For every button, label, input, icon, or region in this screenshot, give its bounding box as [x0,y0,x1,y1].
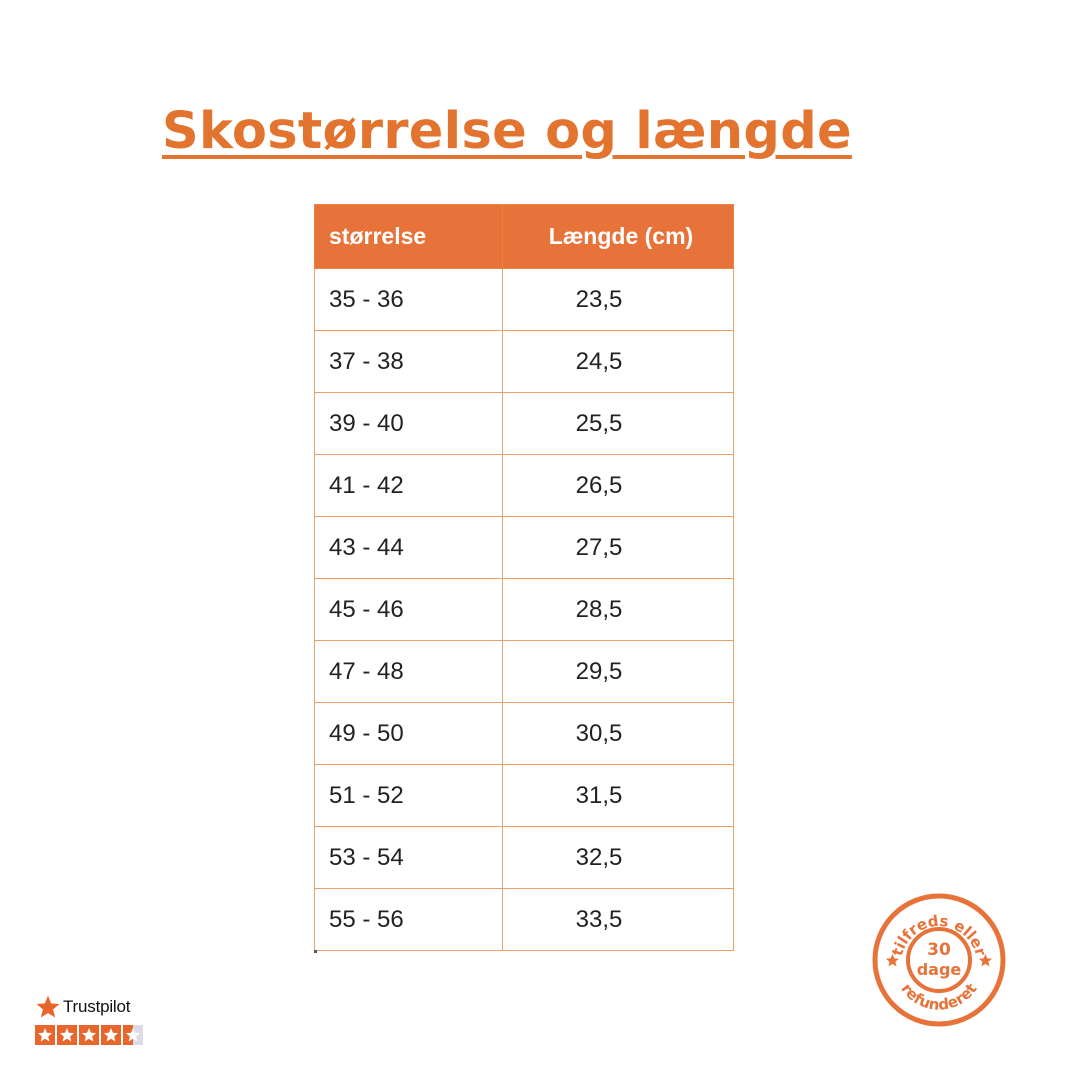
cell-size: 51 - 52 [314,764,503,827]
badge-number: 30 [927,940,951,960]
header-length: Længde (cm) [502,204,734,269]
page-title: Skostørrelse og længde [162,102,852,161]
cell-length: 26,5 [502,454,734,517]
cell-length: 29,5 [502,640,734,703]
badge-unit: dage [917,960,962,979]
stray-mark [314,950,317,953]
cell-length: 32,5 [502,826,734,889]
table-row: 47 - 48 29,5 [314,640,734,703]
cell-length: 30,5 [502,702,734,765]
rating-star-box [35,1025,55,1045]
rating-star-box [101,1025,121,1045]
cell-size: 45 - 46 [314,578,503,641]
star-icon [81,1028,97,1042]
guarantee-badge: tilfreds eller refunderet 30 dage [871,892,1007,1028]
star-icon [37,1028,53,1042]
size-length-table: størrelse Længde (cm) 35 - 36 23,5 37 - 38… [314,204,734,951]
star-icon [978,953,993,967]
badge-bottom-text: refunderet [897,980,980,1014]
table-row: 53 - 54 32,5 [314,826,734,889]
cell-size: 39 - 40 [314,392,503,455]
star-icon [125,1028,141,1042]
cell-size: 41 - 42 [314,454,503,517]
header-size: størrelse [314,204,503,269]
cell-length: 33,5 [502,888,734,951]
cell-size: 49 - 50 [314,702,503,765]
table-row: 43 - 44 27,5 [314,516,734,579]
trustpilot-label: Trustpilot [63,997,131,1016]
table-row: 35 - 36 23,5 [314,268,734,331]
table-row: 45 - 46 28,5 [314,578,734,641]
star-icon [59,1028,75,1042]
cell-length: 28,5 [502,578,734,641]
table-row: 55 - 56 33,5 [314,888,734,951]
cell-size: 35 - 36 [314,268,503,331]
table-header-row: størrelse Længde (cm) [314,204,734,269]
table-row: 51 - 52 31,5 [314,764,734,827]
cell-length: 27,5 [502,516,734,579]
cell-length: 24,5 [502,330,734,393]
cell-length: 31,5 [502,764,734,827]
rating-star-box [57,1025,77,1045]
table-row: 41 - 42 26,5 [314,454,734,517]
cell-size: 47 - 48 [314,640,503,703]
rating-star-box [79,1025,99,1045]
cell-size: 37 - 38 [314,330,503,393]
cell-size: 43 - 44 [314,516,503,579]
cell-length: 23,5 [502,268,734,331]
trustpilot-rating [35,1025,155,1045]
table-body: 35 - 36 23,5 37 - 38 24,5 39 - 40 25,5 41 - 42… [314,268,734,951]
cell-size: 53 - 54 [314,826,503,889]
cell-size: 55 - 56 [314,888,503,951]
table-row: 49 - 50 30,5 [314,702,734,765]
star-icon [36,995,60,1018]
rating-star-box [123,1025,143,1045]
cell-length: 25,5 [502,392,734,455]
star-icon [103,1028,119,1042]
star-icon [885,953,900,967]
table-row: 37 - 38 24,5 [314,330,734,393]
trustpilot-widget: Trustpilot [35,993,155,1049]
table-row: 39 - 40 25,5 [314,392,734,455]
